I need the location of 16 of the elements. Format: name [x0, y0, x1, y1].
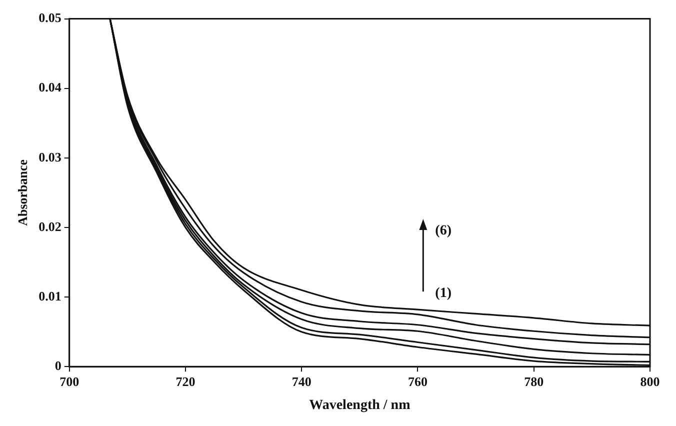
- y-tick-label: 0: [54, 358, 62, 373]
- y-tick-label: 0.05: [38, 10, 62, 26]
- x-tick-label: 780: [524, 374, 544, 389]
- y-tick-label: 0.03: [38, 149, 62, 164]
- x-tick-label: 800: [640, 374, 660, 389]
- y-tick-label: 0.04: [38, 80, 62, 95]
- x-axis-title: Wavelength / nm: [309, 398, 411, 414]
- annotation: (6): [435, 224, 452, 239]
- y-tick-label: 0.01: [38, 288, 62, 304]
- x-tick-label: 700: [60, 374, 80, 389]
- annotation: (1): [435, 286, 452, 302]
- x-tick-label: 740: [292, 374, 312, 389]
- x-tick-label: 760: [408, 374, 428, 389]
- y-axis-title: Absorbance: [15, 159, 30, 226]
- x-tick-label: 720: [176, 374, 196, 389]
- y-tick-label: 0.02: [38, 218, 62, 234]
